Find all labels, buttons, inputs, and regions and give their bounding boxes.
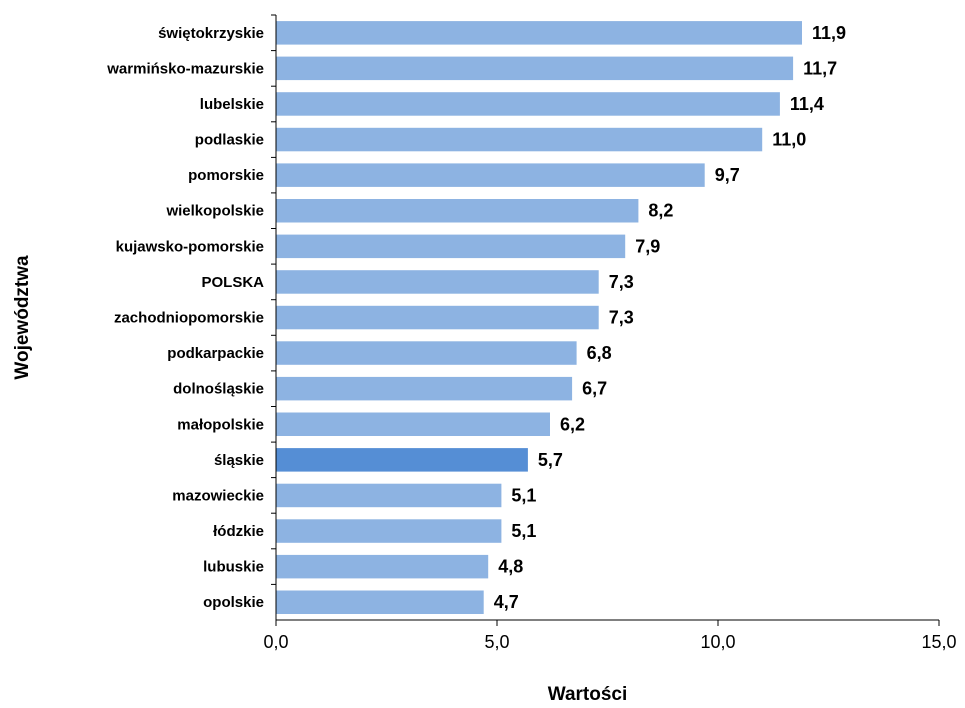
category-label: lubuskie <box>203 559 264 576</box>
bar-0 <box>276 21 802 45</box>
category-label: lubelskie <box>200 96 264 113</box>
x-tick-label: 0,0 <box>263 632 288 652</box>
value-label: 6,8 <box>587 343 612 363</box>
x-tick-label: 5,0 <box>484 632 509 652</box>
category-label: świętokrzyskie <box>158 25 264 42</box>
bar-4 <box>276 163 705 187</box>
bar-12 <box>276 448 528 472</box>
bar-5 <box>276 199 639 223</box>
value-label: 7,3 <box>609 272 634 292</box>
bar-3 <box>276 127 763 152</box>
value-label: 4,8 <box>498 557 523 577</box>
category-label: zachodniopomorskie <box>114 310 264 327</box>
category-label: mazowieckie <box>172 487 264 504</box>
x-tick-label: 10,0 <box>700 632 735 652</box>
value-label: 6,7 <box>582 379 607 399</box>
bar-6 <box>276 234 626 259</box>
category-label: opolskie <box>203 594 264 611</box>
bar-9 <box>276 341 577 365</box>
category-label: śląskie <box>214 452 264 469</box>
value-label: 5,1 <box>511 485 536 505</box>
category-labels-group: świętokrzyskie warmińsko-mazurskie lubelsk… <box>106 25 264 611</box>
bar-7 <box>276 270 599 294</box>
value-label: 5,7 <box>538 450 563 470</box>
category-label: POLSKA <box>201 274 264 291</box>
category-label: wielkopolskie <box>165 203 264 220</box>
category-label: pomorskie <box>188 167 264 184</box>
bar-13 <box>276 483 502 508</box>
bar-16 <box>276 590 484 614</box>
bar-14 <box>276 519 502 543</box>
category-label: małopolskie <box>177 416 264 433</box>
category-label: dolnośląskie <box>173 381 264 398</box>
value-label: 9,7 <box>715 165 740 185</box>
value-label: 5,1 <box>511 521 536 541</box>
category-label: łódzkie <box>213 523 264 540</box>
x-axis-title: Wartości <box>548 684 628 705</box>
bar-15 <box>276 554 489 579</box>
value-label: 11,0 <box>772 130 806 150</box>
bar-2 <box>276 92 780 116</box>
category-label: podkarpackie <box>167 345 264 362</box>
value-label: 4,7 <box>494 592 519 612</box>
bar-8 <box>276 305 599 330</box>
value-label: 11,9 <box>812 23 846 43</box>
y-axis-title: Województwa <box>12 255 33 380</box>
value-label: 8,2 <box>648 201 673 221</box>
bar-11 <box>276 412 550 436</box>
category-label: podlaskie <box>195 132 264 149</box>
value-label: 6,2 <box>560 414 585 434</box>
bar-10 <box>276 376 573 401</box>
value-label: 7,9 <box>635 236 660 256</box>
value-label: 11,4 <box>790 94 824 114</box>
bar-1 <box>276 56 794 81</box>
category-label: kujawsko-pomorskie <box>116 238 264 255</box>
x-tick-label: 15,0 <box>921 632 956 652</box>
value-labels-group: 11,911,711,411,09,78,27,97,37,36,86,76,2… <box>494 23 846 612</box>
category-label: warmińsko-mazurskie <box>106 60 264 77</box>
value-label: 7,3 <box>609 308 634 328</box>
value-label: 11,7 <box>803 58 837 78</box>
bars-group <box>276 21 802 614</box>
x-ticks-group: 0,0 5,0 10,0 15,0 <box>263 14 957 652</box>
